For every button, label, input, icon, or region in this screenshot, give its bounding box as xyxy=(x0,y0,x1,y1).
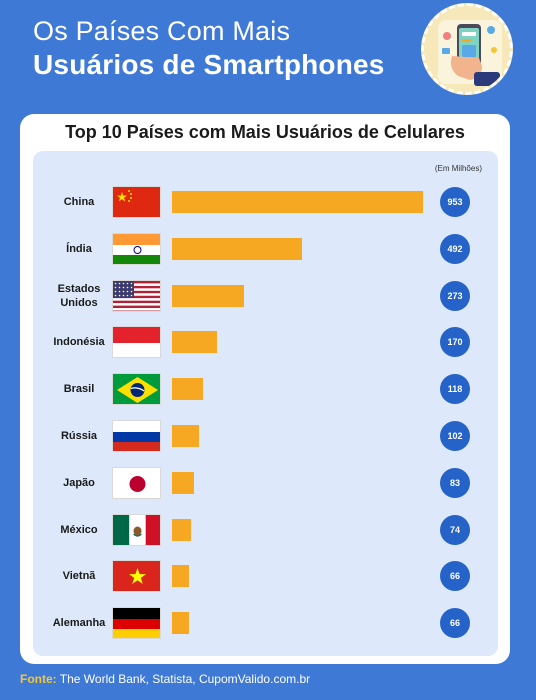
usa-flag-icon xyxy=(112,279,161,312)
country-label: Índia xyxy=(66,242,92,255)
bar xyxy=(172,237,302,260)
country-label: Japão xyxy=(63,476,95,489)
bar xyxy=(172,565,190,588)
bar xyxy=(172,191,423,213)
bar xyxy=(172,612,190,635)
bar xyxy=(172,331,217,354)
country-label: China xyxy=(63,196,95,208)
country-label: Estados Unidos xyxy=(57,282,101,309)
bar xyxy=(172,284,244,307)
value-label: 74 xyxy=(440,514,470,545)
value-label: 83 xyxy=(440,467,470,498)
country-label: Alemanha xyxy=(52,617,106,630)
germany-flag-icon xyxy=(112,607,161,640)
country-label: Rússia xyxy=(60,430,98,442)
china-flag-icon xyxy=(112,186,161,218)
country-label: Brasil xyxy=(63,383,95,396)
unit-label: (Em Milhões) xyxy=(434,164,482,173)
japan-flag-icon xyxy=(112,466,161,499)
country-label: Vietnã xyxy=(62,570,96,583)
russia-flag-icon xyxy=(112,420,161,452)
chart-title: Top 10 Países com Mais Usuários de Celul… xyxy=(65,122,465,142)
indonesia-flag-icon xyxy=(112,326,161,359)
source-footer: Fonte: The World Bank, Statista, CupomVa… xyxy=(20,672,310,686)
value-label: 66 xyxy=(440,608,470,639)
value-label: 953 xyxy=(440,187,470,217)
mexico-flag-icon xyxy=(112,513,161,546)
header: Os Países Com Mais Usuários de Smartphon… xyxy=(0,0,536,98)
value-label: 118 xyxy=(440,374,470,405)
country-label: Indonésia xyxy=(53,336,105,349)
value-label: 492 xyxy=(440,233,470,264)
source-label: Fonte: xyxy=(20,672,57,686)
bar xyxy=(172,425,199,447)
source-text: The World Bank, Statista, CupomValido.co… xyxy=(59,672,311,686)
smartphone-hand-icon xyxy=(421,3,513,95)
bar xyxy=(172,518,192,541)
bar xyxy=(172,378,204,401)
page-title-line1: Os Países Com Mais xyxy=(33,16,291,46)
chart-card: Top 10 Países com Mais Usuários de Celul… xyxy=(20,114,510,664)
vietnam-flag-icon xyxy=(112,560,161,593)
value-label: 170 xyxy=(440,327,470,358)
page-title-line2: Usuários de Smartphones xyxy=(33,49,385,80)
brazil-flag-icon xyxy=(112,373,161,406)
bar xyxy=(172,471,194,494)
value-label: 273 xyxy=(440,280,470,311)
value-label: 102 xyxy=(440,421,470,451)
value-label: 66 xyxy=(440,561,470,592)
country-label: México xyxy=(60,523,98,536)
chart-panel: (Em Milhões) China 953 Índia 492 Estados Unid… xyxy=(33,151,498,656)
india-flag-icon xyxy=(112,232,161,265)
